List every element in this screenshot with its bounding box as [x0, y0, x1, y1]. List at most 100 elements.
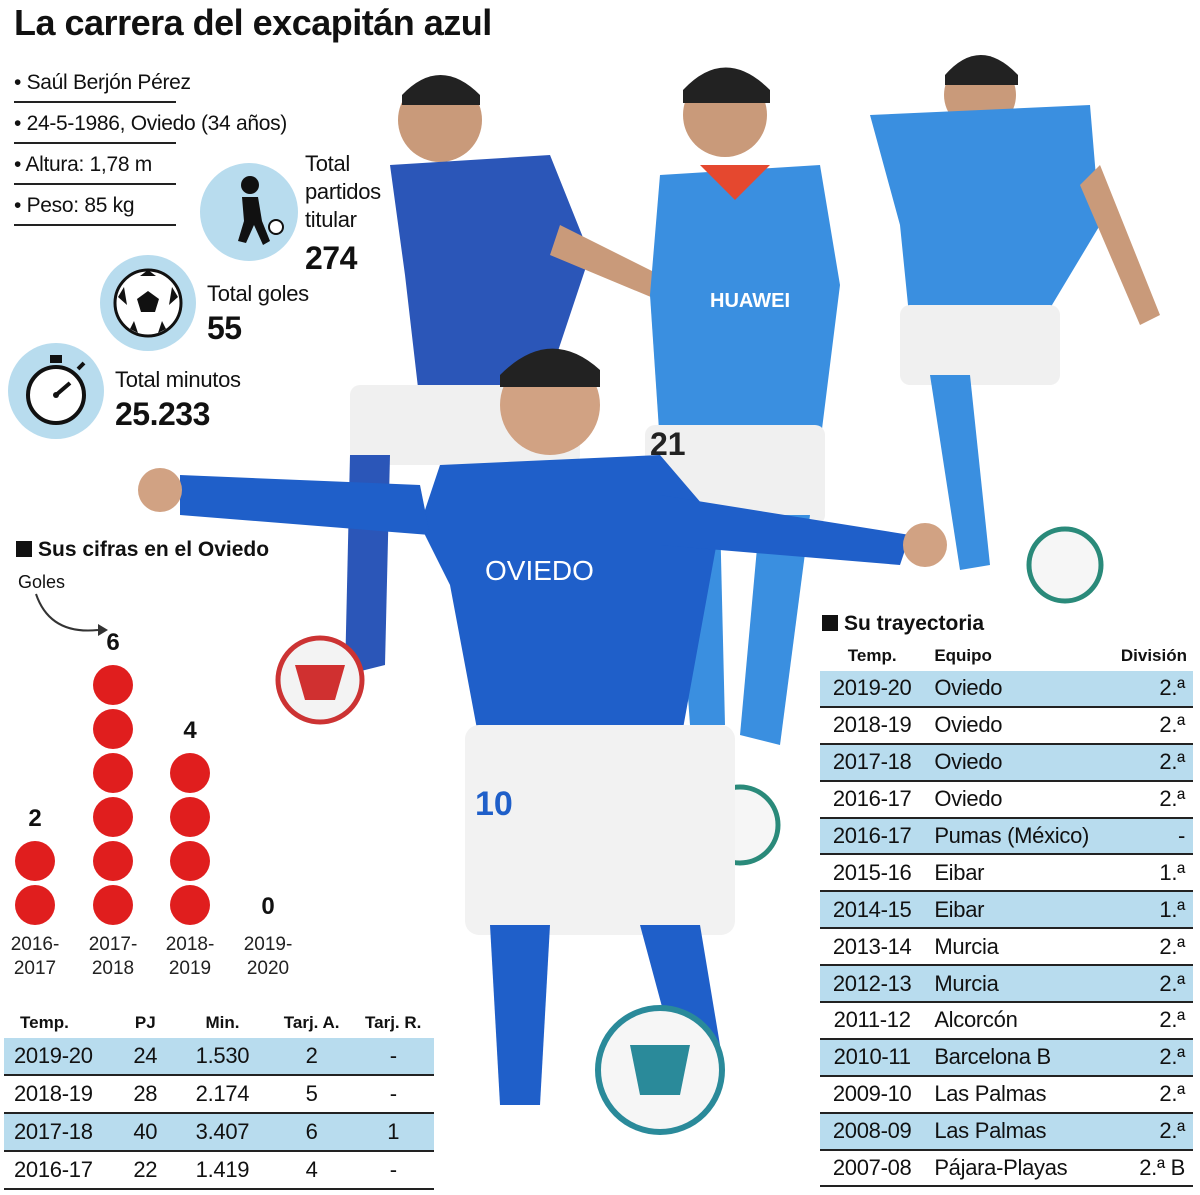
goal-dot — [170, 885, 210, 925]
table-row: 2017-18 Oviedo 2.ª — [820, 743, 1193, 782]
stats-cell: 2016-17 — [4, 1151, 117, 1190]
trajectory-cell: 2016-17 — [820, 780, 925, 819]
trajectory-cell: 2007-08 — [820, 1149, 925, 1188]
stats-cell: 40 — [116, 1113, 175, 1152]
table-row: 2012-13 Murcia 2.ª — [820, 965, 1193, 1004]
trajectory-cell: Alcorcón — [924, 1002, 1102, 1040]
stats-cell: - — [352, 1151, 434, 1190]
stat-partidos-value: 274 — [305, 240, 357, 276]
table-row: 2008-09 Las Palmas 2.ª — [820, 1112, 1193, 1151]
goal-season-label: 2019- 2020 — [233, 933, 303, 981]
player-figure-front: OVIEDO 10 — [138, 348, 947, 1135]
traj-header-temp: Temp. — [847, 646, 897, 665]
stats-cell: 1 — [352, 1113, 434, 1152]
stats-header-min: Min. — [205, 1013, 240, 1032]
stats-cell: 6 — [270, 1113, 353, 1152]
goal-value-label: 4 — [183, 717, 197, 744]
trajectory-cell: 2.ª — [1101, 706, 1193, 745]
goal-dot — [93, 665, 133, 705]
table-row: 2016-17 Pumas (México) - — [820, 817, 1193, 856]
trajectory-cell: 2008-09 — [820, 1112, 925, 1151]
trajectory-cell: 2.ª — [1101, 928, 1193, 967]
stats-cell: 22 — [116, 1151, 175, 1190]
trajectory-cell: 1.ª — [1101, 891, 1193, 930]
trajectory-cell: 2.ª — [1101, 1075, 1193, 1114]
trajectory-cell: Murcia — [924, 965, 1102, 1004]
stats-cell: 1.530 — [174, 1038, 271, 1076]
traj-header-row: Temp. Equipo División — [820, 641, 1193, 671]
table-row: 2019-20 Oviedo 2.ª — [820, 671, 1193, 708]
stats-cell: 24 — [116, 1038, 175, 1076]
stats-cell: - — [352, 1075, 434, 1114]
goal-dot — [170, 753, 210, 793]
stats-cell: 2019-20 — [4, 1038, 117, 1076]
goal-dot — [93, 885, 133, 925]
trajectory-cell: 1.ª — [1101, 854, 1193, 893]
stats-header-pj: PJ — [134, 1013, 156, 1032]
trajectory-cell: 2010-11 — [820, 1038, 925, 1077]
trajectory-cell: Las Palmas — [924, 1112, 1102, 1151]
goal-season-label: 2016- 2017 — [0, 933, 70, 981]
stat-minutos-circle — [8, 343, 104, 439]
players-photo-collage: HUAWEI 21 OVIEDO 10 — [138, 55, 1160, 1135]
stats-cell: 2017-18 — [4, 1113, 117, 1152]
goal-dot — [93, 841, 133, 881]
table-row: 2010-11 Barcelona B 2.ª — [820, 1038, 1193, 1077]
table-row: 2018-19 Oviedo 2.ª — [820, 706, 1193, 745]
table-row: 2011-12 Alcorcón 2.ª — [820, 1002, 1193, 1040]
trajectory-cell: Oviedo — [924, 671, 1102, 708]
stat-partidos-label: Total partidos titular — [305, 151, 381, 232]
goal-dot — [93, 797, 133, 837]
table-row: 2017-18 40 3.407 6 1 — [4, 1113, 434, 1152]
table-row: 2016-17 Oviedo 2.ª — [820, 780, 1193, 819]
stat-goles-circle — [100, 255, 196, 351]
trajectory-cell: 2009-10 — [820, 1075, 925, 1114]
trajectory-cell: 2012-13 — [820, 965, 925, 1004]
trajectory-cell: 2013-14 — [820, 928, 925, 967]
chart-goals-label: Goles — [18, 572, 66, 592]
traj-header-equipo: Equipo — [934, 646, 992, 665]
stat-goles-label: Total goles — [207, 281, 309, 306]
table-row: 2016-17 22 1.419 4- — [4, 1151, 434, 1190]
trajectory-cell: 2019-20 — [820, 671, 925, 708]
player-kicking-icon — [238, 176, 284, 245]
traj-header-division: División — [1120, 646, 1187, 665]
shirt-text-huawei: HUAWEI — [710, 290, 790, 312]
goal-dot — [93, 753, 133, 793]
stats-cell: 2.174 — [174, 1075, 271, 1114]
table-row: 2007-08 Pájara-Playas 2.ª B — [820, 1149, 1193, 1188]
bio-weight: • Peso: 85 kg — [14, 185, 176, 226]
section-trajectory-title: Su trayectoria — [822, 612, 984, 636]
goal-season-line: 2017 — [13, 958, 57, 979]
trajectory-cell: 2018-19 — [820, 706, 925, 745]
trajectory-cell: Las Palmas — [924, 1075, 1102, 1114]
trajectory-cell: 2015-16 — [820, 854, 925, 893]
trajectory-cell: 2.ª B — [1101, 1149, 1193, 1188]
bio-height: • Altura: 1,78 m — [14, 144, 176, 185]
goal-dot — [170, 841, 210, 881]
trajectory-cell: 2.ª — [1101, 671, 1193, 708]
stat-partidos-circle — [200, 163, 298, 261]
trajectory-cell: 2.ª — [1101, 780, 1193, 819]
stat-goles-value: 55 — [207, 310, 242, 346]
stats-cell: 28 — [116, 1075, 175, 1114]
stats-cell: - — [352, 1038, 434, 1076]
trajectory-cell: Pájara-Playas — [924, 1149, 1102, 1188]
player-figure-right — [870, 55, 1160, 604]
goal-season-label: 2018- 2019 — [155, 933, 225, 981]
stats-header-tarj-a: Tarj. A. — [283, 1013, 340, 1032]
goal-dot — [15, 841, 55, 881]
trajectory-cell: 2016-17 — [820, 817, 925, 856]
trajectory-cell: 2011-12 — [820, 1002, 925, 1040]
stats-cell: 3.407 — [174, 1113, 271, 1152]
goal-season-line: 2017- — [88, 934, 138, 955]
section-square-icon — [16, 541, 32, 557]
table-row: 2015-16 Eibar 1.ª — [820, 854, 1193, 893]
goal-season-line: 2020 — [246, 958, 290, 979]
trajectory-cell: 2.ª — [1101, 965, 1193, 1004]
goal-dot — [170, 797, 210, 837]
goal-dot — [15, 885, 55, 925]
goals-dot-chart: 2 2016- 2017 6 2017- 2018 4 2018- 2019 0 2019- 2020 — [0, 600, 320, 980]
goal-value-label: 6 — [106, 629, 120, 656]
stats-cell: 1.419 — [174, 1151, 271, 1190]
